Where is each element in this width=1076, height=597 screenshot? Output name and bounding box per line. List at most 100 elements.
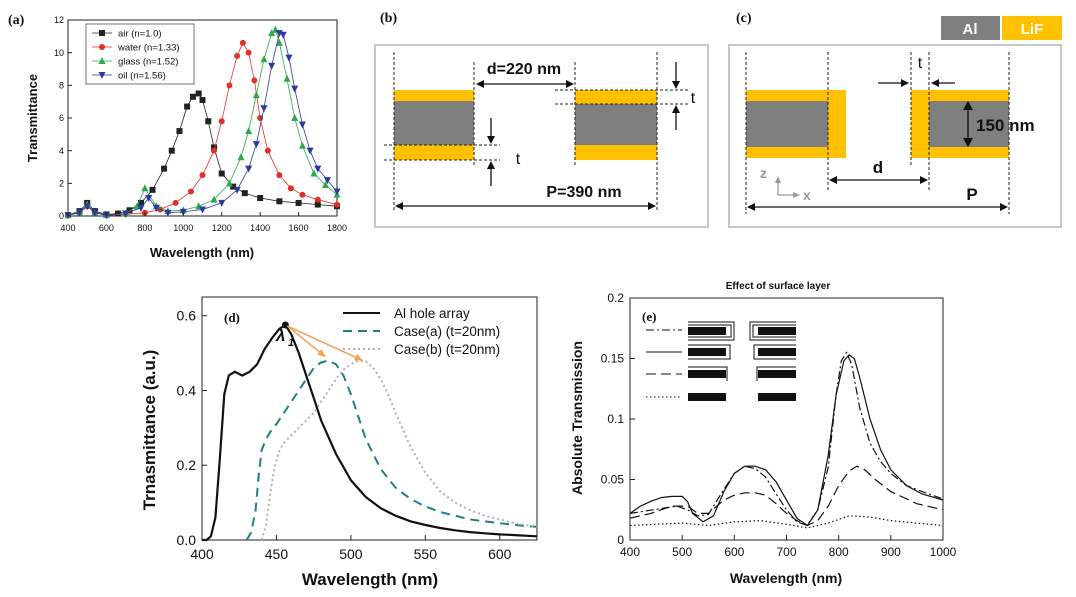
data-point [283, 74, 291, 82]
c-p-head-right [1000, 203, 1008, 211]
x-tick-label: 500 [339, 546, 363, 562]
x-tick-label: 400 [190, 546, 214, 562]
data-point [252, 91, 260, 99]
data-point [314, 165, 322, 173]
data-point [268, 62, 276, 70]
data-point [234, 52, 241, 59]
x-tick-label: 1000 [173, 223, 193, 233]
data-point [161, 165, 168, 172]
left-slab-al [394, 101, 474, 145]
data-point [199, 172, 206, 179]
panel-a-legend: air (n=1.0) water (n=1.33) glass (n=1.52) o… [85, 23, 195, 85]
data-point [205, 118, 212, 125]
peak-shift-arrows [286, 325, 364, 362]
x-tick-label: 550 [414, 546, 438, 562]
series-line-0 [629, 351, 944, 527]
data-point [264, 147, 271, 154]
e-icon-bare [688, 393, 796, 401]
data-point [268, 29, 276, 37]
data-point [239, 39, 246, 46]
series-line-1 [629, 354, 944, 527]
legend-al-text: Al [963, 21, 978, 38]
legend-marker [98, 57, 106, 64]
data-point [230, 183, 237, 190]
y-tick-label: 0 [59, 211, 64, 221]
data-point [257, 195, 264, 202]
data-point [314, 196, 321, 203]
data-point [91, 209, 99, 217]
c-guides [745, 52, 1010, 214]
b-t1-label: t [516, 151, 521, 168]
data-point [287, 185, 294, 192]
x-tick-label: 500 [672, 545, 692, 559]
peak-lambda-sub: 1 [288, 337, 294, 349]
data-point [189, 93, 196, 100]
data-point [137, 204, 145, 212]
panel-a-xlabel: Wavelength (nm) [150, 245, 254, 260]
x-tick-label: 1200 [212, 223, 232, 233]
e-icon-wrapped-full [688, 321, 796, 341]
b-d-label: d=220 nm [487, 61, 561, 78]
legend-marker [98, 72, 106, 79]
y-tick-label: 0.2 [177, 457, 197, 473]
y-tick-label: 0.15 [601, 352, 625, 366]
legend-entry: oil (n=1.56) [118, 71, 166, 82]
panel-e-xlabel: Wavelength (nm) [730, 570, 842, 586]
y-tick-label: 0.1 [607, 412, 624, 426]
data-point [245, 165, 253, 173]
data-point [310, 169, 318, 177]
c-d-head-right [920, 176, 928, 184]
data-point [291, 114, 299, 121]
x-tick-label: 600 [99, 223, 114, 233]
data-point [114, 210, 121, 217]
panel-e-label: (e) [642, 309, 656, 324]
data-point [145, 195, 153, 203]
data-point [138, 199, 145, 206]
shift-arrow [286, 325, 327, 358]
panel-a-label: (a) [8, 13, 25, 28]
data-point [299, 191, 306, 198]
b-t2-head-down [672, 81, 680, 89]
panel-e-axes: 400 500 600 700 800 900 1000 0 0.05 0.1 0.15 0.2 [601, 291, 957, 559]
c-150-head-up [963, 101, 973, 110]
data-point [187, 188, 194, 195]
c-left-al [746, 101, 828, 147]
y-tick-label: 4 [59, 146, 64, 156]
panel-b: (b) d=220 nm t [374, 11, 709, 228]
data-point [285, 54, 293, 62]
x-tick-label: 800 [829, 545, 849, 559]
data-point [260, 105, 268, 113]
y-tick-label: 0.6 [177, 308, 197, 324]
y-tick-label: 0 [617, 533, 624, 547]
x-tick-label: 400 [620, 545, 640, 559]
x-tick-label: 1600 [289, 223, 309, 233]
data-point [211, 144, 218, 151]
series-line-2 [629, 465, 944, 527]
data-point [195, 90, 202, 97]
data-point [122, 210, 130, 218]
data-point [252, 141, 260, 149]
data-point [276, 198, 283, 205]
data-point [211, 147, 218, 154]
panel-d-axes: 400 450 500 550 600 0.0 0.2 0.4 0.6 [177, 308, 512, 562]
c-z-label: z [760, 165, 767, 181]
c-x-head [793, 192, 800, 198]
data-point [199, 97, 206, 104]
series-line-3 [629, 515, 944, 529]
panel-d-ylabel: Trnasmittance (a.u.) [140, 350, 159, 511]
series-line-1 [245, 359, 538, 541]
legend-entry: air (n=1.0) [118, 29, 162, 40]
panel-e-title: Effect of surface layer [726, 281, 831, 292]
data-point [83, 203, 91, 211]
c-t-head-left [901, 79, 909, 87]
y-tick-label: 0.2 [607, 291, 624, 305]
right-slab-al [575, 104, 657, 145]
series-line-0 [67, 92, 338, 216]
data-point [218, 118, 225, 125]
x-tick-label: 800 [137, 223, 152, 233]
c-d-label: d [873, 158, 883, 177]
data-point [279, 31, 287, 39]
x-tick-label: 1800 [327, 223, 347, 233]
data-point [276, 172, 283, 179]
data-point [225, 179, 233, 187]
